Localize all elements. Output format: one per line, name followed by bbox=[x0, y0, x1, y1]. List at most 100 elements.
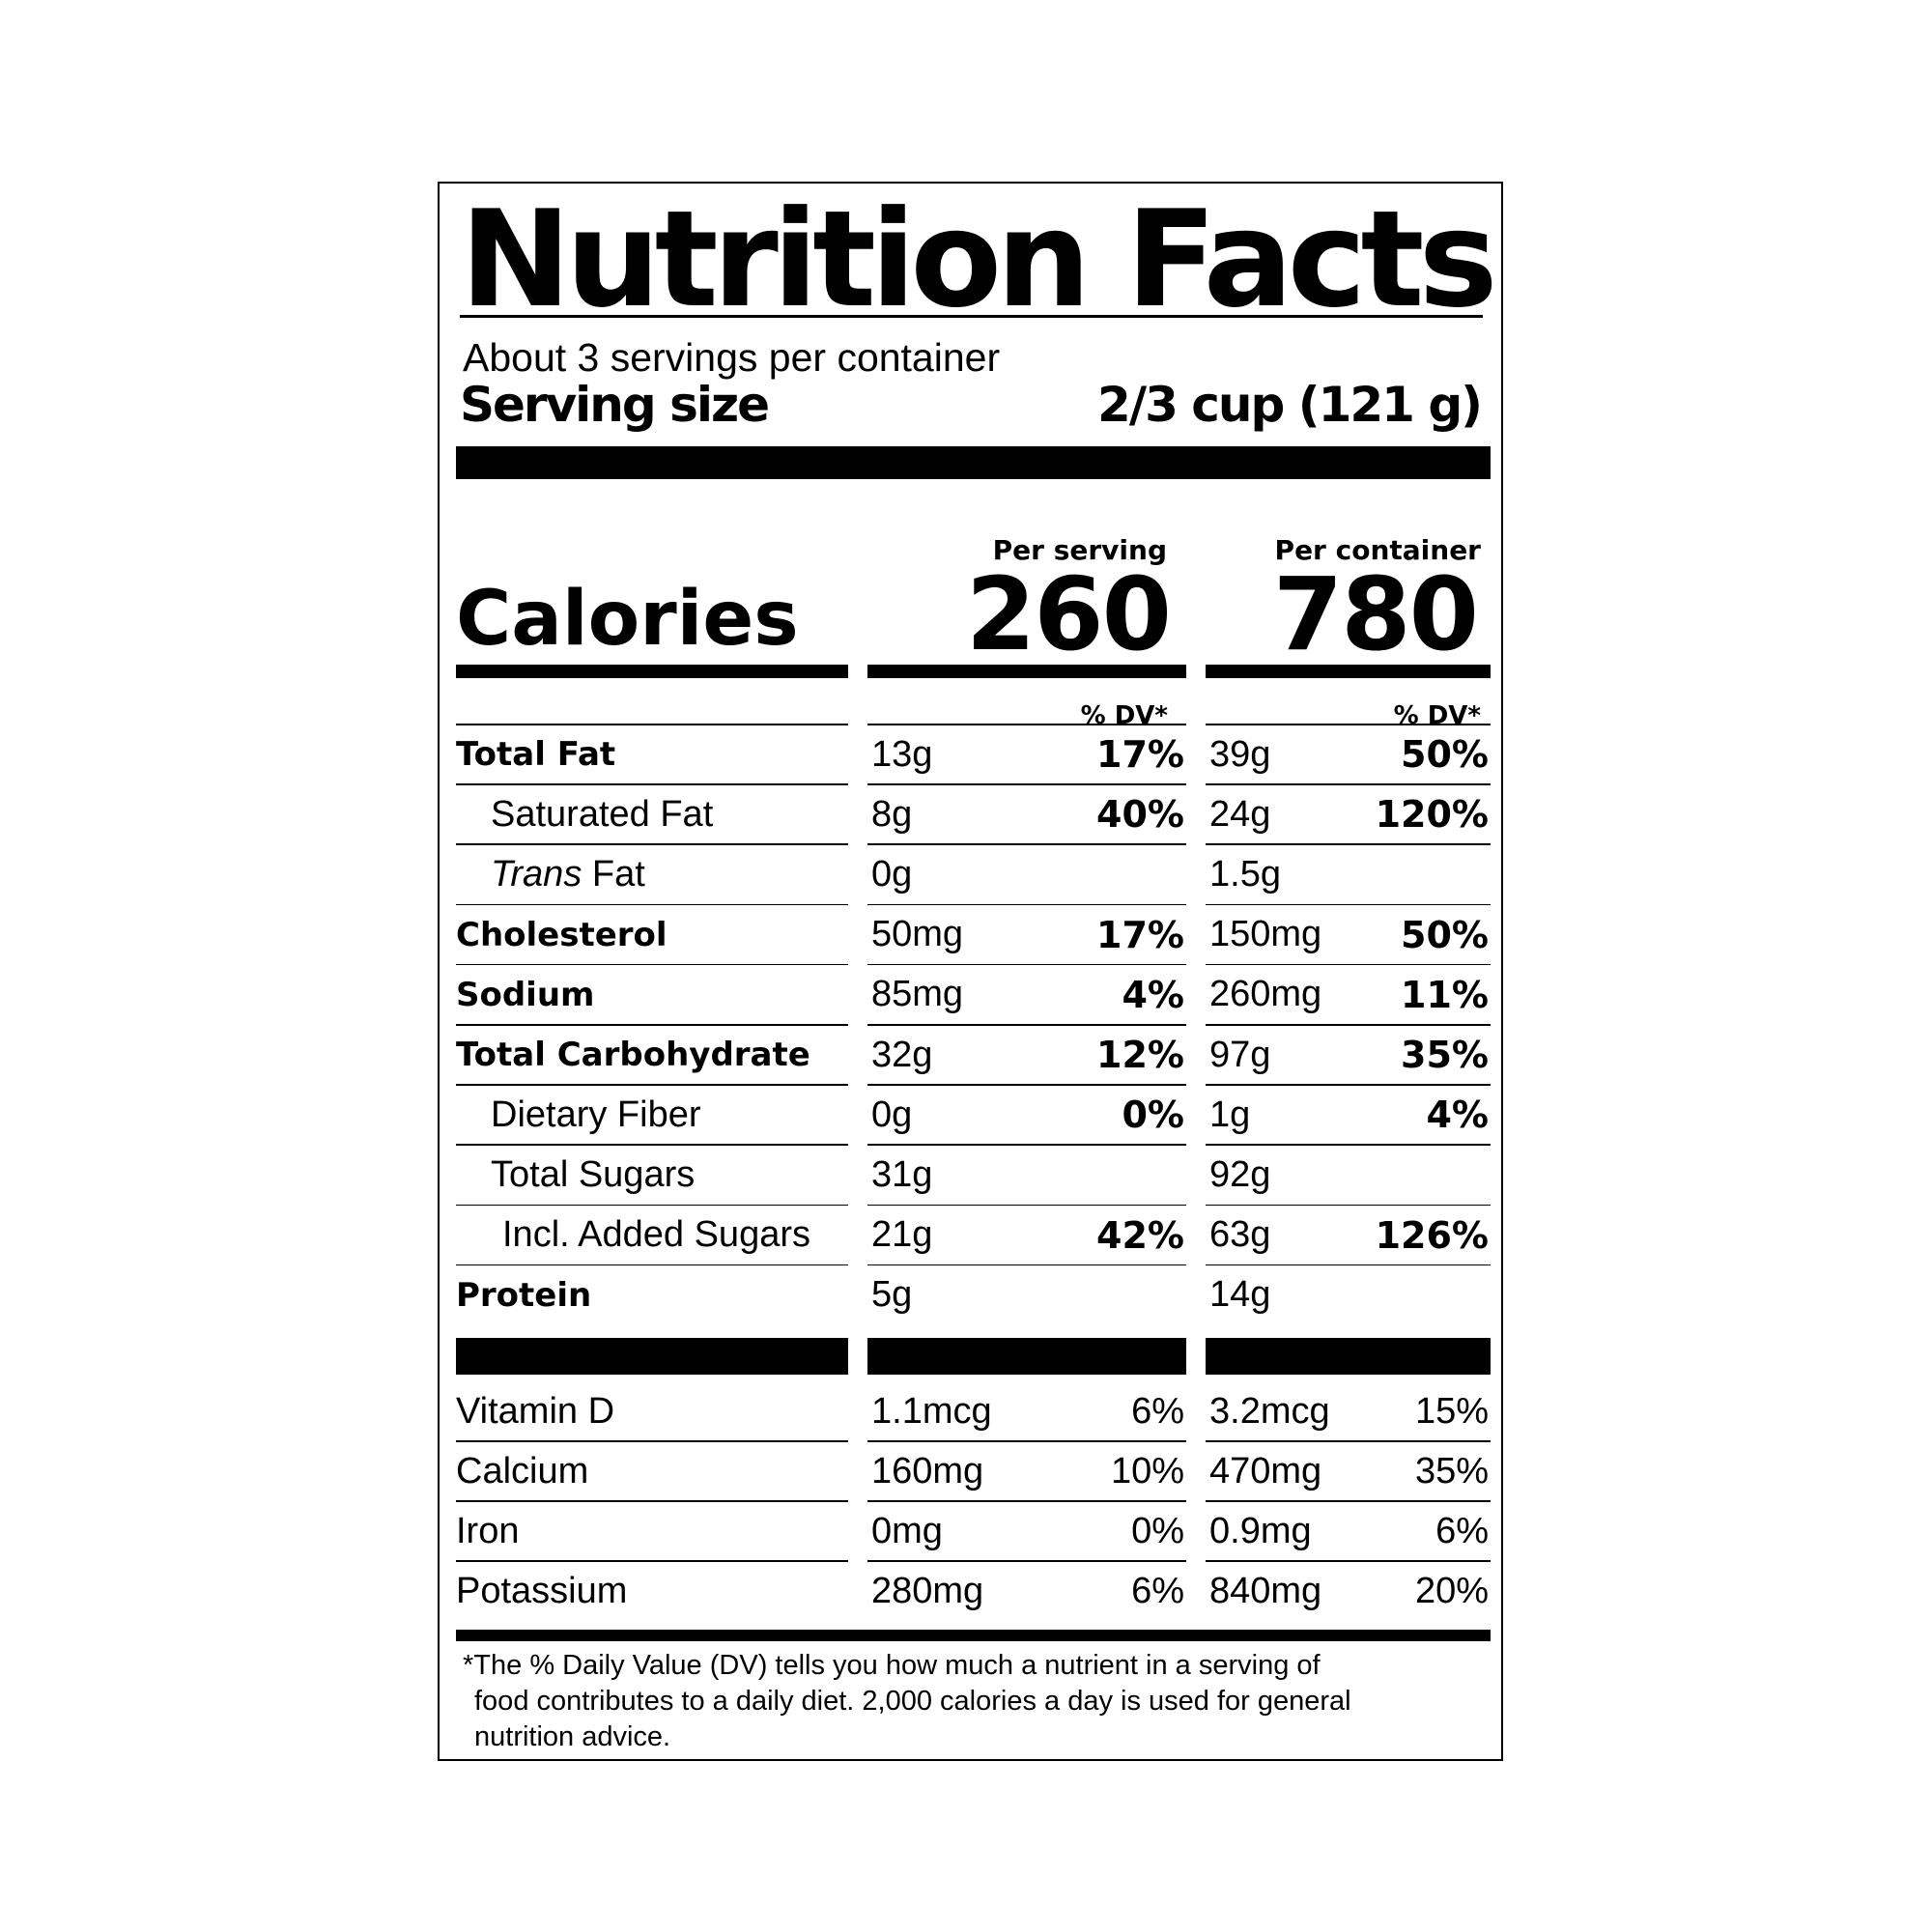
serving-dv: 17% bbox=[1096, 733, 1184, 776]
row-divider bbox=[456, 1144, 848, 1146]
nutrient-row: Total Sugars 31g 92g bbox=[440, 1145, 1501, 1205]
row-divider bbox=[867, 724, 1186, 725]
vitamin-row: Iron 0mg 0% 0.9mg 6% bbox=[440, 1501, 1501, 1561]
serving-dv: 17% bbox=[1096, 913, 1184, 956]
footnote: *The % Daily Value (DV) tells you how mu… bbox=[463, 1648, 1429, 1754]
vitamin-divider bbox=[456, 1338, 848, 1375]
vitamin-divider bbox=[1206, 1338, 1491, 1375]
row-divider bbox=[1206, 843, 1491, 845]
row-divider bbox=[1206, 1024, 1491, 1026]
nutrient-name: Sodium bbox=[456, 975, 595, 1014]
container-dv: 35% bbox=[1401, 1034, 1489, 1076]
container-dv: 6% bbox=[1435, 1510, 1489, 1551]
serving-amount: 13g bbox=[871, 733, 933, 775]
serving-dv bbox=[1019, 1265, 1184, 1325]
serving-dv: 12% bbox=[1096, 1034, 1184, 1076]
nutrient-name: Dietary Fiber bbox=[491, 1094, 701, 1135]
nutrient-row: Trans Fat 0g 1.5g bbox=[440, 844, 1501, 904]
row-divider bbox=[456, 963, 848, 966]
container-amount: 3.2mcg bbox=[1209, 1390, 1330, 1432]
serving-amount: 1.1mcg bbox=[871, 1390, 992, 1432]
row-divider bbox=[456, 1084, 848, 1086]
container-dv: 120% bbox=[1375, 793, 1489, 837]
row-divider bbox=[456, 1560, 848, 1562]
container-dv: 50% bbox=[1401, 913, 1489, 956]
nutrient-row: Saturated Fat 8g 40% 24g 120% bbox=[440, 784, 1501, 844]
calories-rule-mid bbox=[867, 665, 1186, 678]
serving-dv: 4% bbox=[1122, 973, 1184, 1016]
container-amount: 14g bbox=[1209, 1274, 1271, 1316]
vitamin-name: Vitamin D bbox=[456, 1390, 615, 1432]
nutrient-name-rest: Fat bbox=[582, 853, 645, 895]
serving-amount: 8g bbox=[871, 793, 913, 835]
row-divider bbox=[1206, 783, 1491, 785]
per-serving-header: Per serving bbox=[992, 534, 1167, 566]
container-dv: 35% bbox=[1414, 1450, 1489, 1492]
container-dv bbox=[1338, 844, 1489, 904]
nutrient-row: Sodium 85mg 4% 260mg 11% bbox=[440, 965, 1501, 1025]
calories-per-container: 780 bbox=[1272, 555, 1479, 673]
container-amount: 0.9mg bbox=[1209, 1510, 1312, 1551]
row-divider bbox=[456, 903, 848, 906]
serving-amount: 85mg bbox=[871, 974, 964, 1015]
vitamin-name: Potassium bbox=[456, 1570, 628, 1611]
container-amount: 24g bbox=[1209, 793, 1271, 835]
nutrient-name: Total Fat bbox=[456, 735, 616, 774]
serving-size-value: 2/3 cup (121 g) bbox=[1097, 377, 1483, 433]
row-divider bbox=[867, 963, 1186, 966]
nutrient-row: Cholesterol 50mg 17% 150mg 50% bbox=[440, 905, 1501, 965]
thick-divider bbox=[456, 446, 1491, 479]
serving-amount: 0mg bbox=[871, 1510, 943, 1551]
row-divider bbox=[456, 843, 848, 845]
container-amount: 260mg bbox=[1209, 974, 1322, 1015]
serving-amount: 0g bbox=[871, 1094, 913, 1135]
row-divider bbox=[867, 783, 1186, 785]
footnote-line-2: food contributes to a daily diet. 2,000 … bbox=[474, 1685, 1351, 1717]
row-divider bbox=[456, 724, 848, 725]
nutrient-row: Protein 5g 14g bbox=[440, 1265, 1501, 1325]
nutrient-row: Total Carbohydrate 32g 12% 97g 35% bbox=[440, 1025, 1501, 1085]
serving-amount: 50mg bbox=[871, 914, 964, 955]
serving-amount: 21g bbox=[871, 1214, 933, 1256]
serving-amount: 160mg bbox=[871, 1450, 984, 1492]
row-divider bbox=[1206, 963, 1491, 966]
row-divider bbox=[1206, 1084, 1491, 1086]
container-dv: 15% bbox=[1414, 1390, 1489, 1432]
container-dv: 20% bbox=[1414, 1570, 1489, 1611]
container-dv bbox=[1338, 1145, 1489, 1205]
calories-label: Calories bbox=[456, 576, 799, 663]
nutrient-name: Total Carbohydrate bbox=[456, 1036, 810, 1074]
container-dv: 4% bbox=[1426, 1094, 1489, 1137]
row-divider bbox=[867, 1440, 1186, 1442]
serving-dv: 0% bbox=[1122, 1094, 1184, 1137]
serving-dv: 0% bbox=[1131, 1510, 1184, 1551]
row-divider bbox=[867, 903, 1186, 906]
calories-rule-left bbox=[456, 665, 848, 678]
serving-amount: 5g bbox=[871, 1274, 913, 1316]
footnote-line-3: nutrition advice. bbox=[474, 1720, 671, 1752]
serving-size-label: Serving size bbox=[460, 377, 770, 433]
container-amount: 840mg bbox=[1209, 1570, 1322, 1611]
calories-rule-right bbox=[1206, 665, 1491, 678]
title-rule bbox=[460, 315, 1483, 318]
row-divider bbox=[867, 1204, 1186, 1207]
nutrient-name: Cholesterol bbox=[456, 915, 668, 954]
row-divider bbox=[1206, 1500, 1491, 1502]
container-amount: 150mg bbox=[1209, 914, 1322, 955]
serving-dv bbox=[1019, 844, 1184, 904]
row-divider bbox=[867, 1024, 1186, 1026]
container-amount: 92g bbox=[1209, 1153, 1271, 1195]
vitamin-row: Potassium 280mg 6% 840mg 20% bbox=[440, 1561, 1501, 1621]
serving-amount: 31g bbox=[871, 1153, 933, 1195]
footnote-line-1: *The % Daily Value (DV) tells you how mu… bbox=[463, 1650, 1321, 1681]
row-divider bbox=[867, 1084, 1186, 1086]
nutrient-name-italic: Trans bbox=[491, 853, 582, 895]
container-dv bbox=[1338, 1265, 1489, 1325]
serving-dv: 40% bbox=[1096, 793, 1184, 837]
row-divider bbox=[867, 1264, 1186, 1266]
row-divider bbox=[1206, 1560, 1491, 1562]
serving-dv: 6% bbox=[1131, 1390, 1184, 1432]
footnote-divider bbox=[456, 1630, 1491, 1641]
nutrition-facts-label: Nutrition Facts About 3 servings per con… bbox=[438, 182, 1503, 1761]
calories-per-serving: 260 bbox=[965, 555, 1172, 673]
